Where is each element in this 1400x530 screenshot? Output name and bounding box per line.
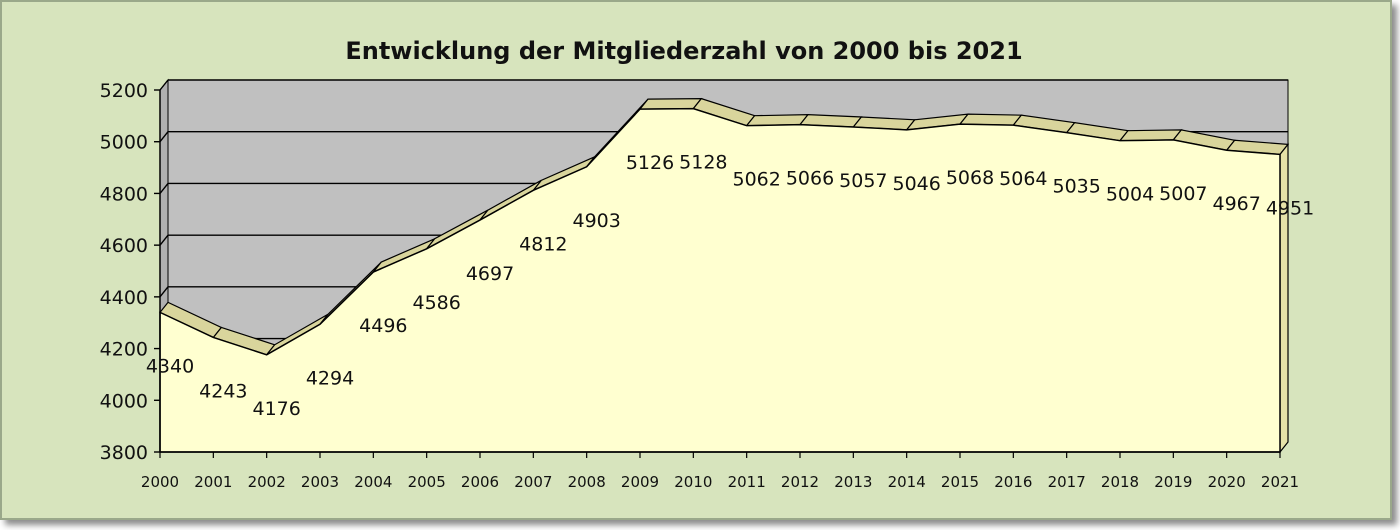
data-label: 4340 [146, 355, 194, 377]
chart-title: Entwicklung der Mitgliederzahl von 2000 … [345, 37, 1022, 65]
data-label: 5057 [839, 170, 887, 192]
y-tick-label: 4200 [100, 339, 148, 361]
data-label: 5128 [679, 152, 727, 174]
x-tick-label: 2019 [1154, 473, 1192, 491]
x-tick-label: 2014 [888, 473, 926, 491]
data-label: 5062 [732, 169, 780, 191]
y-tick-label: 3800 [100, 442, 148, 464]
data-label: 4697 [466, 263, 514, 285]
area-top-surface [638, 98, 703, 110]
x-tick-label: 2020 [1208, 473, 1246, 491]
area-end-face [1279, 142, 1289, 454]
data-label: 5035 [1052, 176, 1100, 198]
x-tick-label: 2012 [781, 473, 819, 491]
x-tick-label: 2001 [194, 473, 232, 491]
data-label: 4967 [1212, 193, 1260, 215]
x-tick-label: 2009 [621, 473, 659, 491]
y-tick-label: 4400 [100, 287, 148, 309]
gridline-side [159, 286, 169, 298]
data-label: 4586 [412, 292, 460, 314]
data-label: 5004 [1106, 184, 1154, 206]
gridline-side [159, 234, 169, 246]
x-tick-label: 2015 [941, 473, 979, 491]
data-label: 4243 [199, 380, 247, 402]
x-tick-label: 2021 [1261, 473, 1299, 491]
x-tick-label: 2004 [354, 473, 392, 491]
area-top-surface [1118, 129, 1183, 142]
data-label: 4951 [1266, 197, 1314, 219]
y-tick-label: 4800 [100, 183, 148, 205]
data-label: 4903 [572, 210, 620, 232]
x-tick-label: 2005 [408, 473, 446, 491]
x-tick-label: 2007 [514, 473, 552, 491]
data-label: 4812 [519, 233, 567, 255]
x-tick-label: 2003 [301, 473, 339, 491]
area-front-face [159, 107, 1281, 453]
gridline-side [159, 131, 169, 143]
data-label: 5066 [786, 168, 834, 190]
gridline-side [159, 79, 169, 91]
data-label: 4176 [252, 398, 300, 420]
x-tick-label: 2013 [834, 473, 872, 491]
x-tick-label: 2016 [994, 473, 1032, 491]
data-label: 5007 [1159, 183, 1207, 205]
y-tick-label: 4000 [100, 390, 148, 412]
x-tick-label: 2010 [674, 473, 712, 491]
y-tick-label: 5000 [100, 132, 148, 154]
y-tick-label: 5200 [100, 80, 148, 102]
data-label: 5064 [999, 168, 1047, 190]
data-label: 5068 [946, 167, 994, 189]
x-tick-label: 2018 [1101, 473, 1139, 491]
x-tick-label: 2008 [568, 473, 606, 491]
gridline-side [159, 182, 169, 194]
x-tick-label: 2002 [248, 473, 286, 491]
x-tick-label: 2011 [728, 473, 766, 491]
area-top-surface [958, 113, 1023, 126]
data-label: 5126 [626, 152, 674, 174]
x-tick-label: 2000 [141, 473, 179, 491]
data-label: 4496 [359, 315, 407, 337]
data-label: 5046 [892, 173, 940, 195]
y-tick-label: 4600 [100, 235, 148, 257]
data-label: 4294 [306, 367, 354, 389]
x-tick-label: 2017 [1048, 473, 1086, 491]
x-tick-label: 2006 [461, 473, 499, 491]
chart-frame: Entwicklung der Mitgliederzahl von 2000 … [0, 0, 1392, 520]
